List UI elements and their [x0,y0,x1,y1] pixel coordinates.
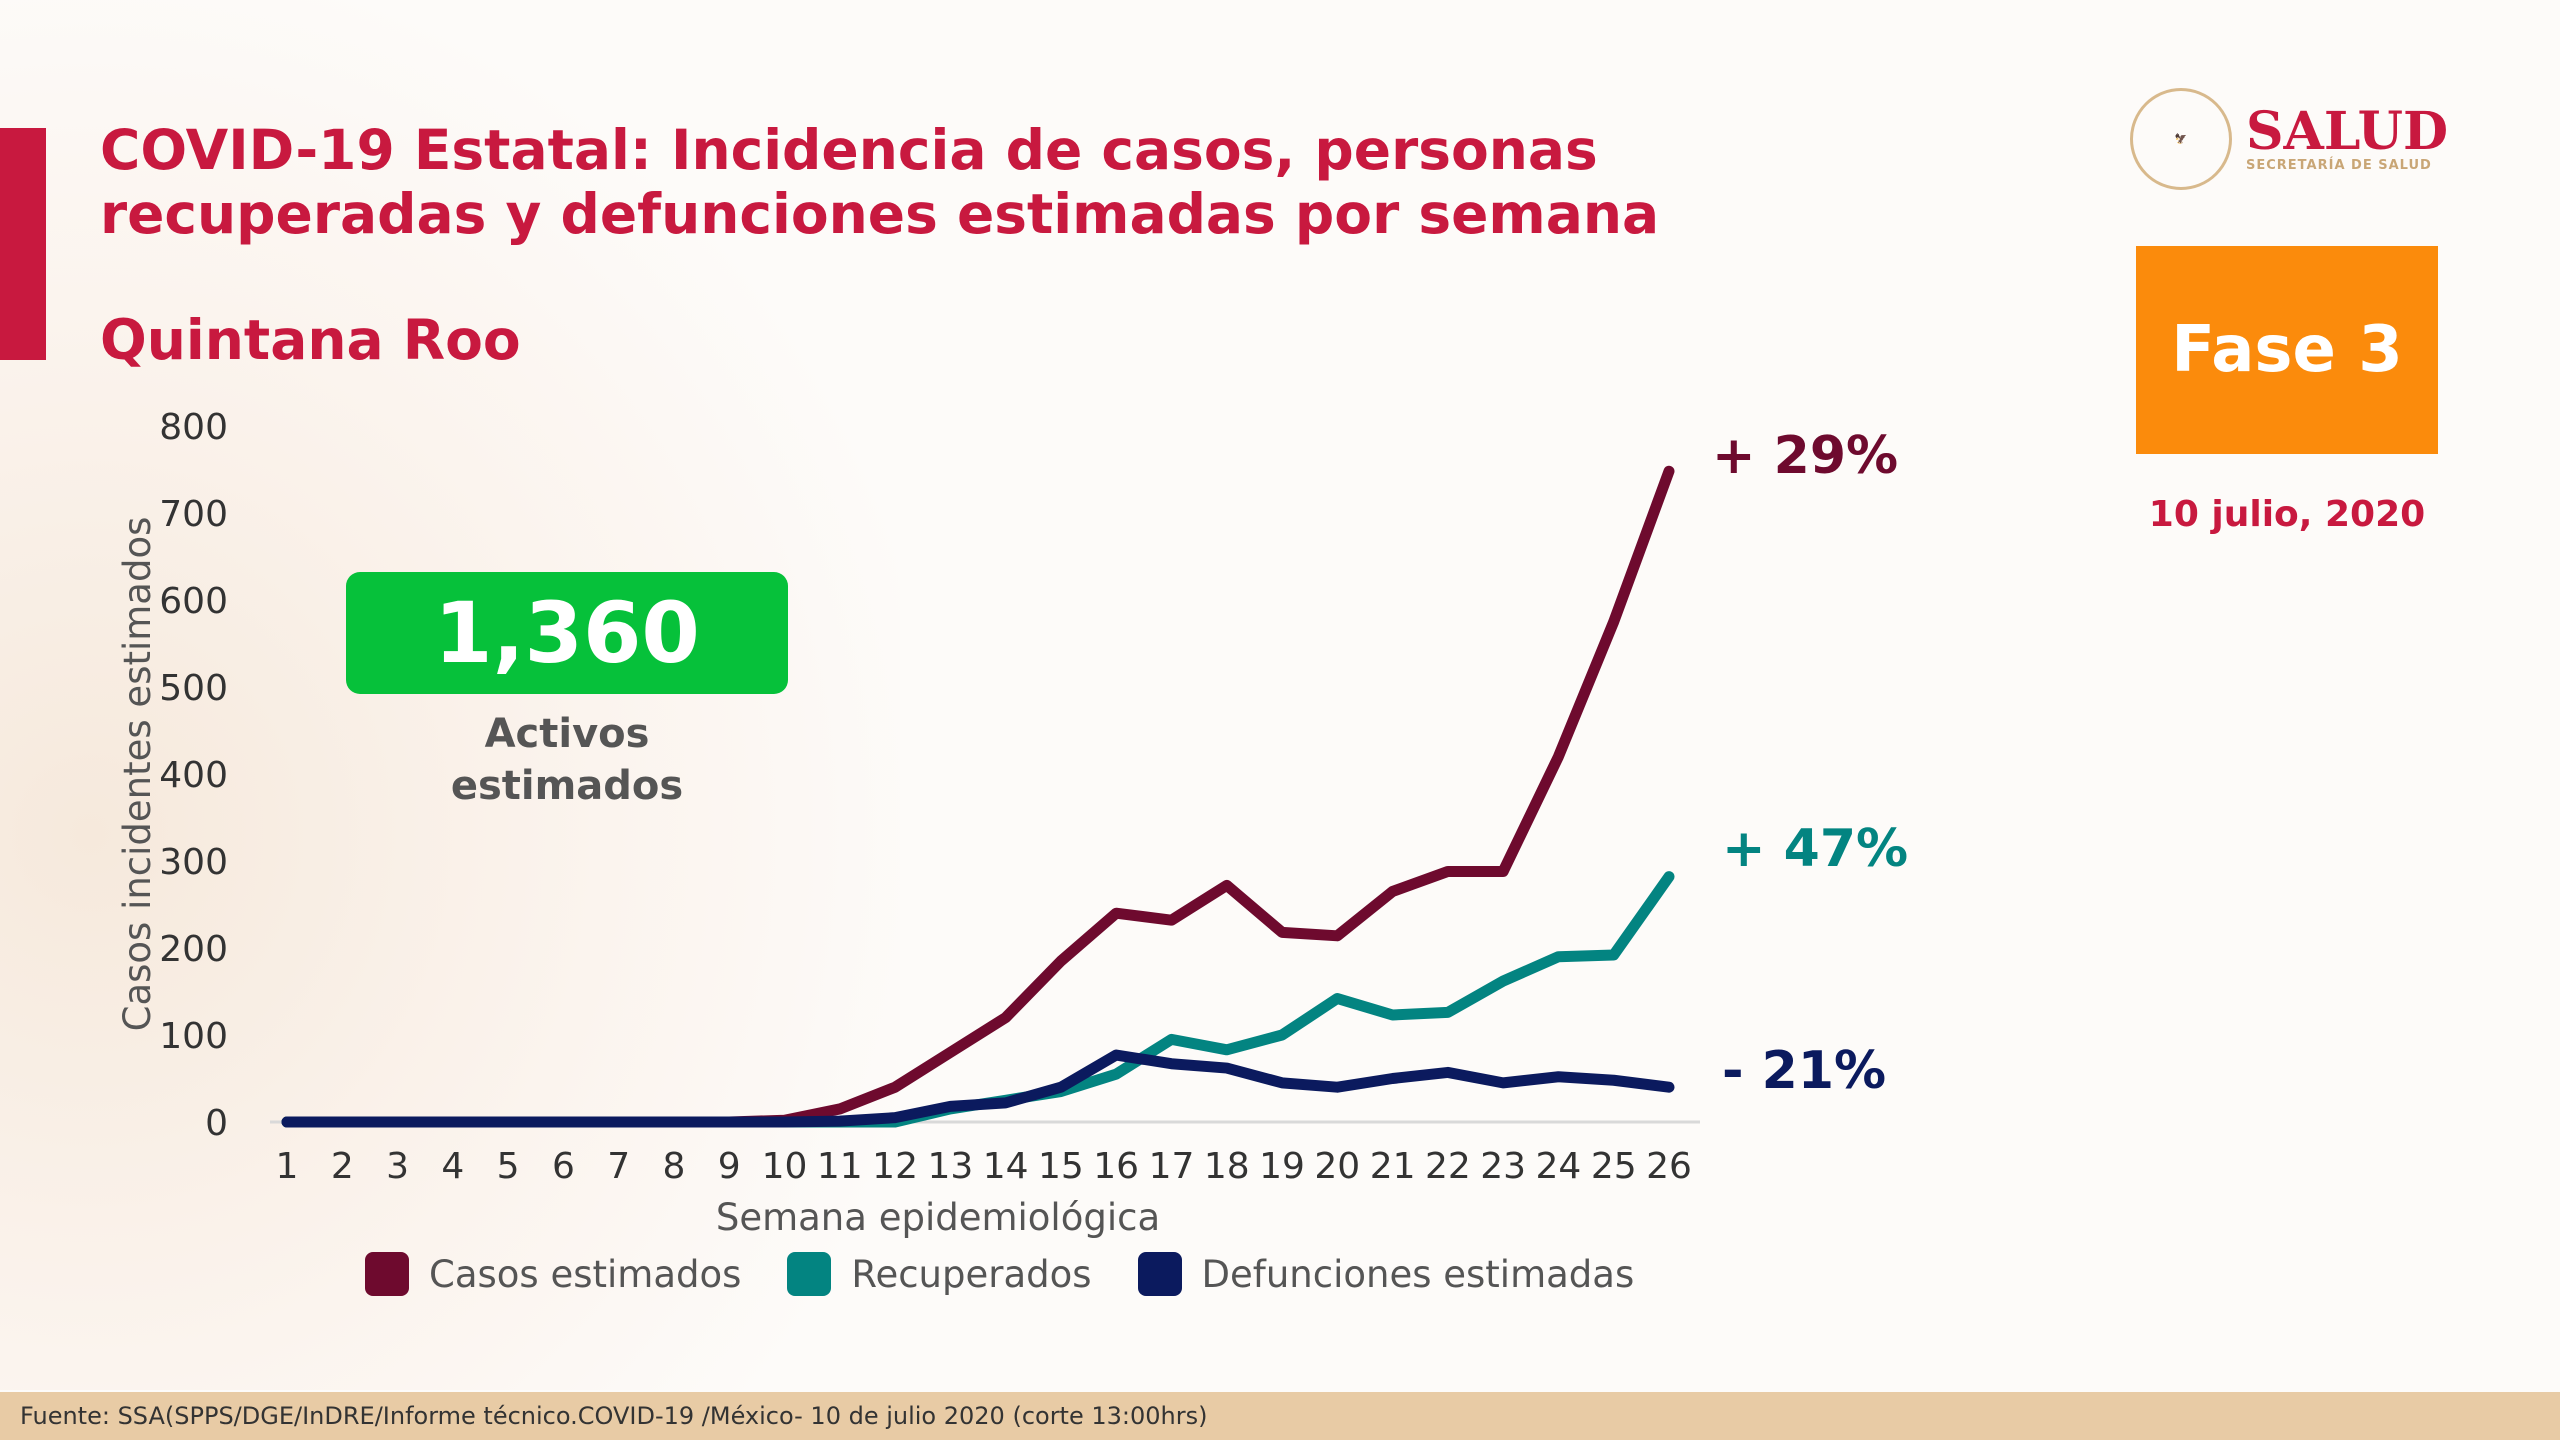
state-name: Quintana Roo [100,308,521,372]
x-tick-label: 16 [1093,1146,1139,1187]
change-label: - 21% [1722,1041,1886,1101]
change-label: + 47% [1722,819,1908,879]
y-tick-label: 700 [159,494,228,535]
source-footer: Fuente: SSA(SPPS/DGE/InDRE/Informe técni… [0,1392,2560,1440]
mexico-seal-icon: 🦅 [2130,88,2232,190]
legend-item: Recuperados [787,1252,1092,1296]
active-cases-badge: 1,360 [346,572,788,694]
logo-subtitle: SECRETARÍA DE SALUD [2246,157,2432,173]
x-tick-label: 26 [1646,1146,1692,1187]
legend-item: Defunciones estimadas [1137,1252,1635,1296]
x-tick-label: 6 [552,1146,575,1187]
salud-logo: 🦅 SALUD SECRETARÍA DE SALUD [2130,88,2448,190]
x-tick-label: 17 [1149,1146,1195,1187]
series-line-2 [281,1049,1675,1128]
y-tick-label: 0 [205,1103,228,1144]
report-date: 10 julio, 2020 [2148,494,2426,535]
active-cases-label: Activos estimados [346,708,788,812]
y-tick-label: 600 [159,581,228,622]
x-tick-label: 2 [331,1146,354,1187]
title-line-2: recuperadas y defunciones estimadas por … [100,182,1660,246]
legend-label: Recuperados [851,1252,1092,1296]
y-tick-label: 100 [159,1016,228,1057]
background-pattern [0,0,900,1390]
x-tick-label: 4 [441,1146,464,1187]
x-axis-title: Semana epidemiológica [716,1196,1160,1239]
x-tick-label: 13 [927,1146,973,1187]
title-line-1: COVID-19 Estatal: Incidencia de casos, p… [100,118,1598,182]
legend-swatch [1137,1252,1182,1296]
x-tick-label: 9 [718,1146,741,1187]
x-tick-label: 19 [1259,1146,1305,1187]
x-tick-label: 12 [872,1146,918,1187]
y-tick-label: 300 [159,842,228,883]
phase-badge: Fase 3 [2136,246,2438,454]
x-tick-label: 1 [276,1146,299,1187]
legend-item: Casos estimados [365,1252,741,1296]
x-tick-label: 25 [1591,1146,1637,1187]
x-tick-label: 5 [497,1146,520,1187]
page-title: COVID-19 Estatal: Incidencia de casos, p… [100,118,1659,246]
legend-swatch [787,1252,832,1296]
chart-legend: Casos estimados Recuperados Defunciones es… [365,1252,1634,1296]
y-tick-label: 200 [159,929,228,970]
logo-name: SALUD [2246,100,2449,162]
y-tick-label: 400 [159,755,228,796]
legend-label: Casos estimados [429,1252,742,1296]
y-tick-label: 800 [159,407,228,448]
x-tick-label: 14 [983,1146,1029,1187]
x-tick-label: 8 [663,1146,686,1187]
x-tick-label: 3 [386,1146,409,1187]
x-tick-label: 10 [762,1146,808,1187]
y-tick-label: 500 [159,668,228,709]
series-line-1 [281,871,1675,1128]
y-axis-title: Casos incidentes estimados [116,517,159,1032]
x-tick-label: 18 [1204,1146,1250,1187]
legend-label: Defunciones estimadas [1201,1252,1635,1296]
x-tick-label: 24 [1536,1146,1582,1187]
x-tick-label: 20 [1314,1146,1360,1187]
x-tick-label: 7 [607,1146,630,1187]
change-label: + 29% [1712,426,1898,486]
legend-swatch [365,1252,409,1296]
x-tick-label: 22 [1425,1146,1471,1187]
accent-bar [0,128,46,360]
active-label-1: Activos [484,711,650,757]
series-line-0 [281,465,1675,1128]
x-tick-label: 21 [1370,1146,1416,1187]
active-label-2: estimados [450,763,684,809]
x-tick-label: 11 [817,1146,863,1187]
x-tick-label: 15 [1038,1146,1084,1187]
x-tick-label: 23 [1480,1146,1526,1187]
